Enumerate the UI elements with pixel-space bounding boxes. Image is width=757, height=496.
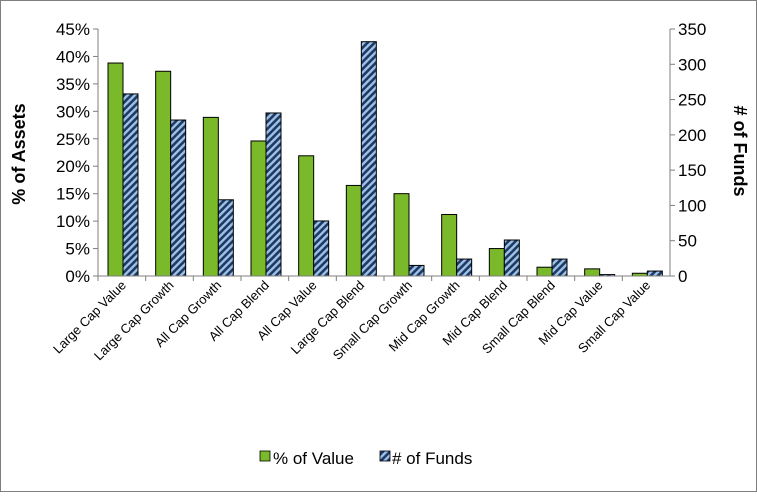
bar-value bbox=[250, 140, 267, 277]
right-tick-label: 200 bbox=[678, 126, 706, 145]
right-tick-label: 250 bbox=[678, 91, 706, 110]
left-tick-label: 45% bbox=[56, 20, 90, 39]
right-tick-label: 0 bbox=[678, 267, 687, 286]
bar-value bbox=[441, 214, 458, 277]
legend-swatch-value bbox=[259, 450, 271, 462]
bar-funds bbox=[313, 220, 330, 277]
left-tick-label: 20% bbox=[56, 157, 90, 176]
bar-value bbox=[298, 155, 315, 277]
bar-value bbox=[393, 193, 410, 277]
right-tick-label: 350 bbox=[678, 20, 706, 39]
bar-funds bbox=[456, 258, 473, 277]
left-tick-label: 35% bbox=[56, 75, 90, 94]
legend-label-value: % of Value bbox=[273, 449, 354, 468]
bar-funds bbox=[217, 199, 234, 277]
bar-value bbox=[155, 70, 172, 277]
bar-value bbox=[345, 184, 362, 277]
right-tick-label: 300 bbox=[678, 55, 706, 74]
right-tick-label: 150 bbox=[678, 161, 706, 180]
right-axis-ticks: 0 50 100 150 200 250 300 350 bbox=[670, 20, 706, 286]
left-axis-ticks: 0% 5% 10% 15% 20% 25% 30% 35% 40% 45% bbox=[56, 20, 98, 286]
bars bbox=[97, 41, 663, 281]
left-tick-label: 25% bbox=[56, 130, 90, 149]
bar-funds bbox=[551, 258, 568, 277]
right-tick-label: 100 bbox=[678, 196, 706, 215]
bar-funds bbox=[265, 112, 282, 277]
bar-funds bbox=[360, 41, 377, 277]
right-tick-label: 50 bbox=[678, 232, 697, 251]
bar-value bbox=[107, 62, 124, 277]
left-tick-label: 30% bbox=[56, 102, 90, 121]
bar-funds bbox=[503, 239, 520, 277]
bar-funds bbox=[122, 93, 139, 277]
bar-funds bbox=[646, 270, 663, 277]
bar-value bbox=[536, 266, 553, 277]
y-axis-title: % of Assets bbox=[9, 103, 29, 204]
bar-funds bbox=[170, 119, 187, 277]
category-label: Large Cap Growth bbox=[91, 278, 177, 364]
bar-value bbox=[488, 248, 505, 277]
left-tick-label: 15% bbox=[56, 185, 90, 204]
bar-funds bbox=[408, 264, 425, 277]
legend: % of Value # of Funds bbox=[259, 449, 472, 468]
y2-axis-title: # of Funds bbox=[730, 106, 750, 197]
legend-label-funds: # of Funds bbox=[392, 449, 472, 468]
left-tick-label: 40% bbox=[56, 47, 90, 66]
bar-value bbox=[584, 268, 601, 277]
left-tick-label: 5% bbox=[65, 240, 90, 259]
bar-value bbox=[202, 116, 219, 277]
left-tick-label: 10% bbox=[56, 212, 90, 231]
left-tick-label: 0% bbox=[65, 267, 90, 286]
legend-swatch-funds bbox=[379, 450, 391, 462]
